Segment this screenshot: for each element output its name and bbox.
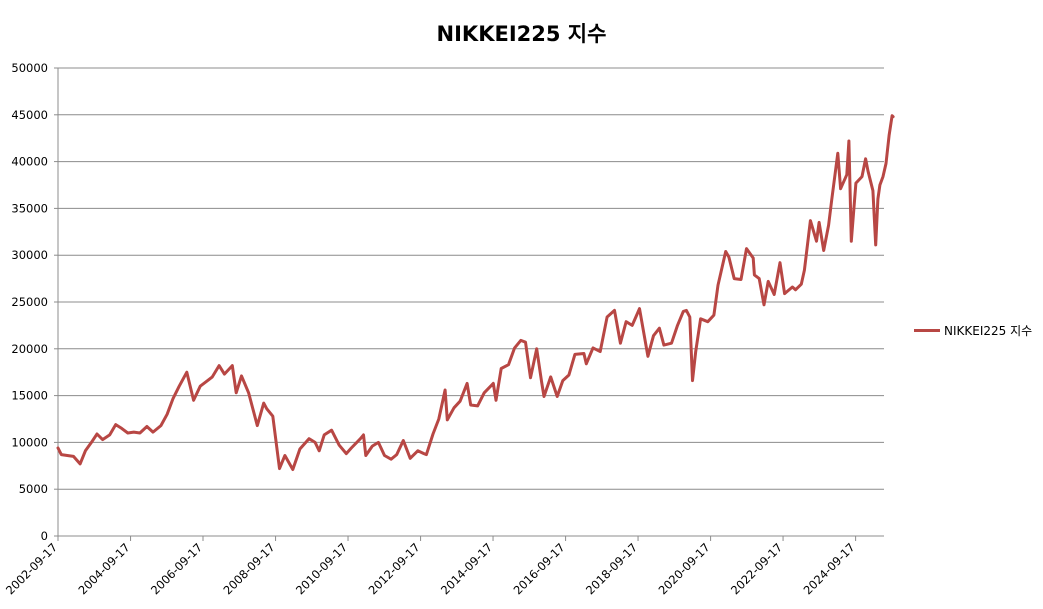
legend-label: NIKKEI225 지수 [944, 324, 1033, 338]
y-tick-label: 40000 [11, 155, 48, 169]
y-tick-label: 5000 [19, 482, 48, 496]
x-tick-label: 2022-09-17 [728, 540, 785, 597]
x-tick-label: 2004-09-17 [76, 540, 133, 597]
y-tick-label: 50000 [11, 61, 48, 75]
x-tick-label: 2006-09-17 [148, 540, 205, 597]
y-tick-label: 35000 [11, 201, 48, 215]
x-tick-label: 2016-09-17 [511, 540, 568, 597]
x-tick-label: 2024-09-17 [801, 540, 858, 597]
x-tick-label: 2002-09-17 [3, 540, 60, 597]
legend: NIKKEI225 지수 [914, 322, 1032, 339]
chart-title: NIKKEI225 지수 [436, 22, 607, 46]
y-tick-label: 45000 [11, 108, 48, 122]
x-tick-label: 2012-09-17 [366, 540, 423, 597]
y-tick-label: 20000 [11, 342, 48, 356]
x-tick-label: 2018-09-17 [583, 540, 640, 597]
x-axis: 2002-09-17 2004-09-17 2006-09-17 2008-09-17… [3, 535, 884, 597]
y-tick-label: 0 [41, 529, 48, 543]
x-tick-label: 2014-09-17 [438, 540, 495, 597]
x-tick-label: 2020-09-17 [656, 540, 713, 597]
series-line [56, 114, 895, 471]
x-tick-label: 2010-09-17 [293, 540, 350, 597]
plot-area [56, 114, 895, 471]
y-tick-label: 10000 [11, 435, 48, 449]
y-tick-label: 25000 [11, 295, 48, 309]
x-tick-label: 2008-09-17 [221, 540, 278, 597]
y-tick-label: 30000 [11, 248, 48, 262]
y-tick-label: 15000 [11, 389, 48, 403]
y-axis: 0 5000 10000 15000 20000 25000 30000 35000 40000… [11, 61, 59, 543]
legend-swatch [914, 329, 940, 332]
